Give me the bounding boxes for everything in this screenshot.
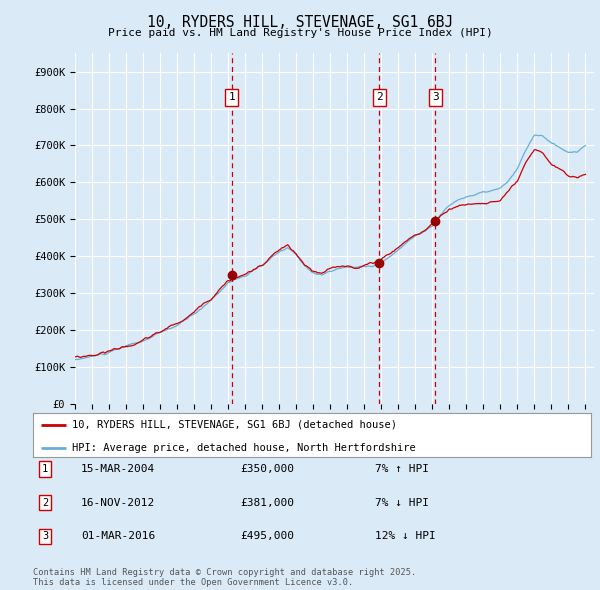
Text: 7% ↓ HPI: 7% ↓ HPI (375, 498, 429, 507)
Text: 2: 2 (376, 93, 383, 103)
Text: 3: 3 (432, 93, 439, 103)
Text: 1: 1 (229, 93, 235, 103)
Text: 7% ↑ HPI: 7% ↑ HPI (375, 464, 429, 474)
Text: 1: 1 (42, 464, 48, 474)
Text: Price paid vs. HM Land Registry's House Price Index (HPI): Price paid vs. HM Land Registry's House … (107, 28, 493, 38)
Text: 2: 2 (42, 498, 48, 507)
Text: 10, RYDERS HILL, STEVENAGE, SG1 6BJ: 10, RYDERS HILL, STEVENAGE, SG1 6BJ (147, 15, 453, 30)
Text: £350,000: £350,000 (240, 464, 294, 474)
Text: £381,000: £381,000 (240, 498, 294, 507)
Text: 3: 3 (42, 532, 48, 541)
Text: 01-MAR-2016: 01-MAR-2016 (81, 532, 155, 541)
Text: Contains HM Land Registry data © Crown copyright and database right 2025.
This d: Contains HM Land Registry data © Crown c… (33, 568, 416, 587)
Text: 10, RYDERS HILL, STEVENAGE, SG1 6BJ (detached house): 10, RYDERS HILL, STEVENAGE, SG1 6BJ (det… (72, 420, 397, 430)
Text: HPI: Average price, detached house, North Hertfordshire: HPI: Average price, detached house, Nort… (72, 442, 416, 453)
Text: 16-NOV-2012: 16-NOV-2012 (81, 498, 155, 507)
Text: 15-MAR-2004: 15-MAR-2004 (81, 464, 155, 474)
Text: £495,000: £495,000 (240, 532, 294, 541)
Text: 12% ↓ HPI: 12% ↓ HPI (375, 532, 436, 541)
